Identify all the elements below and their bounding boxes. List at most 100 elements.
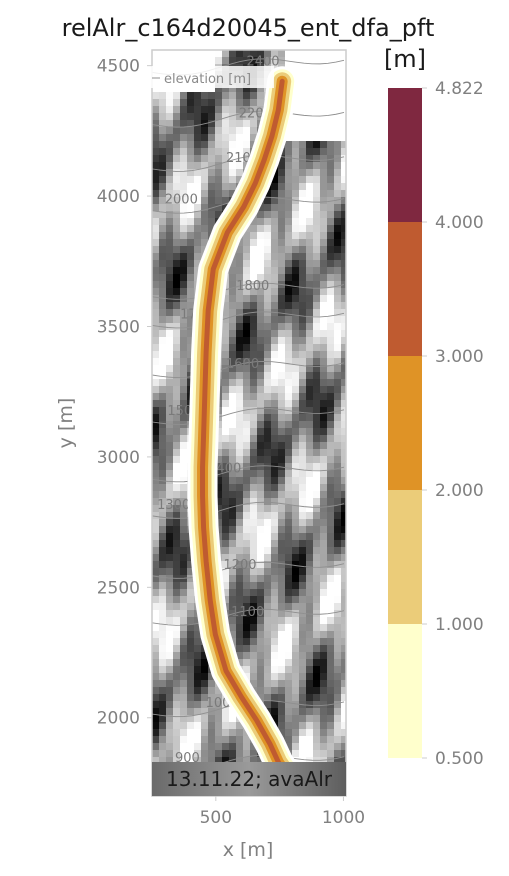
hillshade-cell xyxy=(313,92,320,99)
hillshade-cell xyxy=(257,239,264,246)
hillshade-cell xyxy=(306,582,313,589)
hillshade-cell xyxy=(271,274,278,281)
hillshade-cell xyxy=(236,57,243,64)
hillshade-cell xyxy=(243,127,250,134)
hillshade-cell xyxy=(166,323,173,330)
hillshade-cell xyxy=(341,155,346,162)
hillshade-cell xyxy=(166,330,173,337)
hillshade-cell xyxy=(243,568,250,575)
hillshade-cell xyxy=(250,428,257,435)
hillshade-cell xyxy=(264,701,271,708)
hillshade-cell xyxy=(152,141,159,148)
hillshade-cell xyxy=(208,190,215,197)
hillshade-cell xyxy=(229,484,236,491)
hillshade-cell xyxy=(306,659,313,666)
hillshade-cell xyxy=(306,344,313,351)
hillshade-cell xyxy=(306,624,313,631)
hillshade-cell xyxy=(264,239,271,246)
hillshade-cell xyxy=(229,372,236,379)
hillshade-cell xyxy=(285,715,292,722)
hillshade-cell xyxy=(306,309,313,316)
hillshade-cell xyxy=(166,582,173,589)
hillshade-cell xyxy=(341,295,346,302)
hillshade-cell xyxy=(201,169,208,176)
hillshade-cell xyxy=(292,701,299,708)
hillshade-cell xyxy=(257,526,264,533)
legend-box xyxy=(148,66,274,88)
hillshade-cell xyxy=(313,631,320,638)
hillshade-cell xyxy=(341,673,346,680)
hillshade-cell xyxy=(299,400,306,407)
hillshade-cell xyxy=(341,687,346,694)
hillshade-cell xyxy=(334,239,341,246)
hillshade-cell xyxy=(180,687,187,694)
hillshade-cell xyxy=(229,736,236,743)
hillshade-cell xyxy=(180,176,187,183)
hillshade-cell xyxy=(159,428,166,435)
hillshade-cell xyxy=(264,470,271,477)
hillshade-cell xyxy=(250,330,257,337)
hillshade-cell xyxy=(285,344,292,351)
hillshade-cell xyxy=(222,148,229,155)
hillshade-cell xyxy=(320,127,327,134)
hillshade-cell xyxy=(166,659,173,666)
hillshade-cell xyxy=(229,316,236,323)
hillshade-cell xyxy=(334,190,341,197)
hillshade-cell xyxy=(243,337,250,344)
hillshade-cell xyxy=(313,386,320,393)
hillshade-cell xyxy=(299,309,306,316)
hillshade-cell xyxy=(320,316,327,323)
hillshade-cell xyxy=(299,155,306,162)
hillshade-cell xyxy=(194,113,201,120)
hillshade-cell xyxy=(285,288,292,295)
hillshade-cell xyxy=(152,267,159,274)
hillshade-cell xyxy=(292,225,299,232)
hillshade-cell xyxy=(250,407,257,414)
hillshade-cell xyxy=(243,316,250,323)
hillshade-cell xyxy=(306,218,313,225)
hillshade-cell xyxy=(341,260,346,267)
hillshade-cell xyxy=(222,540,229,547)
contour-line xyxy=(152,608,345,626)
hillshade-cell xyxy=(313,113,320,120)
hillshade-cell xyxy=(152,547,159,554)
hillshade-cell xyxy=(236,757,243,764)
hillshade-cell xyxy=(285,197,292,204)
hillshade-cell xyxy=(264,680,271,687)
hillshade-cell xyxy=(222,337,229,344)
hillshade-cell xyxy=(194,134,201,141)
hillshade-cell xyxy=(278,253,285,260)
hillshade-cell xyxy=(334,288,341,295)
hillshade-cell xyxy=(327,596,334,603)
hillshade-cell xyxy=(166,246,173,253)
hillshade-cell xyxy=(271,393,278,400)
hillshade-cell xyxy=(264,526,271,533)
hillshade-cell xyxy=(152,400,159,407)
hillshade-cell xyxy=(166,386,173,393)
hillshade-cell xyxy=(313,162,320,169)
hillshade-cell xyxy=(173,708,180,715)
hillshade-cell xyxy=(264,645,271,652)
hillshade-cell xyxy=(292,470,299,477)
hillshade-cell xyxy=(320,232,327,239)
hillshade-cell xyxy=(180,141,187,148)
hillshade-cell xyxy=(152,99,159,106)
hillshade-cell xyxy=(306,407,313,414)
contour-line xyxy=(152,501,345,519)
hillshade-cell xyxy=(250,757,257,764)
hillshade-cell xyxy=(313,239,320,246)
hillshade-cell xyxy=(334,435,341,442)
hillshade-cell xyxy=(194,666,201,673)
hillshade-cell xyxy=(215,729,222,736)
hillshade-cell xyxy=(187,253,194,260)
hillshade-cell xyxy=(334,449,341,456)
hillshade-cell xyxy=(341,414,346,421)
hillshade-cell xyxy=(313,120,320,127)
hillshade-cell xyxy=(236,120,243,127)
hillshade-cell xyxy=(320,92,327,99)
hillshade-cell xyxy=(222,323,229,330)
hillshade-cell xyxy=(215,519,222,526)
hillshade-cell xyxy=(236,92,243,99)
hillshade-cell xyxy=(313,421,320,428)
hillshade-cell xyxy=(250,568,257,575)
